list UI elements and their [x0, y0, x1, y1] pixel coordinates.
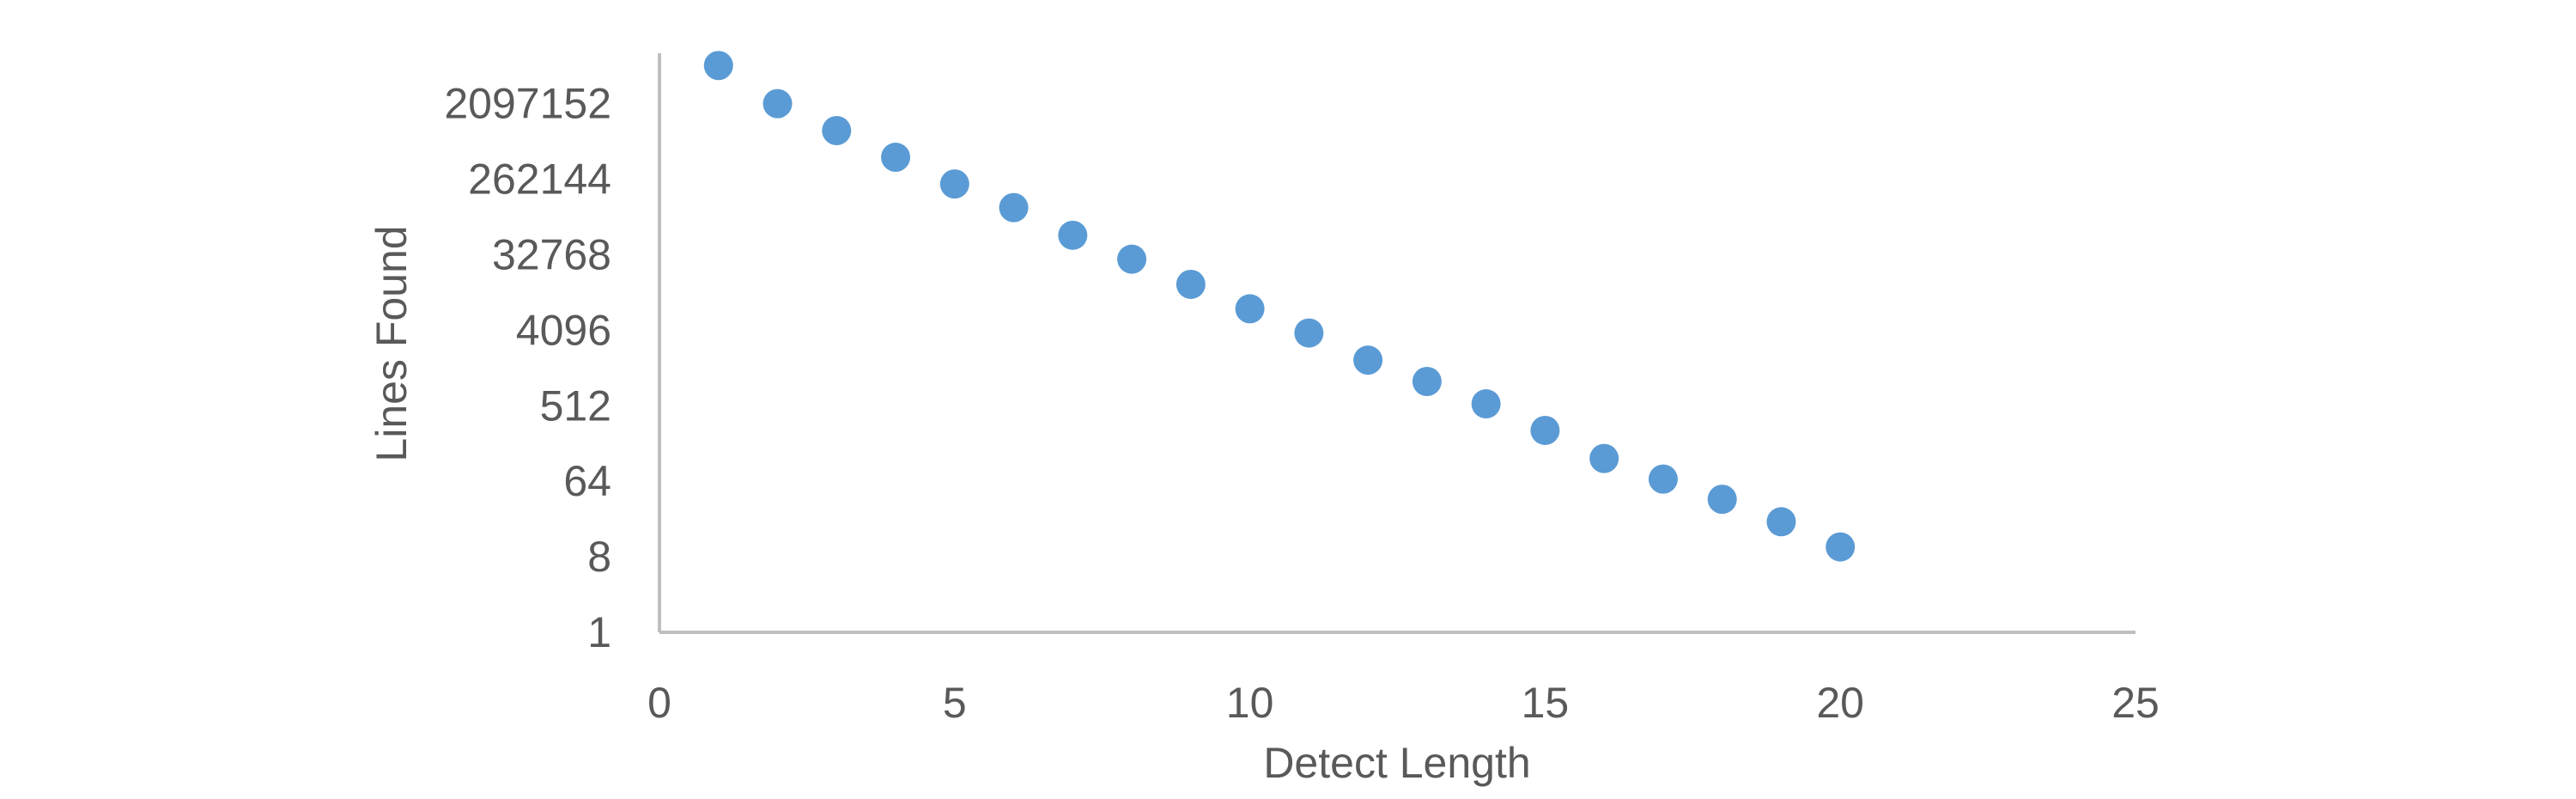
data-point — [762, 88, 793, 119]
data-point — [1530, 415, 1560, 445]
data-point — [1294, 318, 1324, 348]
x-tick-label: 0 — [647, 679, 671, 727]
data-point — [703, 51, 733, 81]
x-tick-label: 15 — [1522, 679, 1570, 727]
data-point — [1058, 220, 1088, 250]
data-point — [1589, 443, 1619, 473]
data-point — [939, 169, 969, 199]
data-point — [1176, 269, 1206, 299]
data-point — [1707, 485, 1737, 515]
data-point — [1766, 507, 1796, 537]
y-tick-label: 64 — [563, 457, 611, 505]
x-tick-label: 25 — [2111, 679, 2160, 727]
x-tick-label: 5 — [943, 679, 967, 727]
y-tick-label: 8 — [587, 533, 611, 581]
y-tick-label: 1 — [587, 608, 611, 656]
data-point — [1471, 389, 1501, 419]
y-tick-label: 262144 — [468, 156, 611, 204]
data-point — [822, 116, 852, 146]
data-point — [1353, 345, 1383, 375]
x-tick-label: 20 — [1816, 679, 1864, 727]
y-tick-label: 4096 — [516, 306, 611, 354]
y-tick-label: 2097152 — [444, 80, 611, 128]
y-axis-title: Lines Found — [368, 225, 416, 461]
x-axis: 0 5 10 15 20 25 — [647, 631, 2160, 727]
data-point — [1826, 532, 1856, 562]
y-tick-label: 512 — [540, 381, 611, 430]
data-point — [1412, 367, 1442, 397]
data-points — [703, 51, 1856, 562]
x-tick-label: 10 — [1226, 679, 1274, 727]
y-tick-label: 32768 — [492, 231, 611, 279]
data-point — [881, 143, 911, 173]
x-axis-title: Detect Length — [1263, 739, 1530, 787]
data-point — [1117, 244, 1147, 274]
y-axis: 1 8 64 512 4096 32768 262144 2097152 — [444, 53, 661, 656]
data-point — [999, 192, 1029, 223]
data-point — [1235, 294, 1265, 324]
data-point — [1648, 464, 1678, 494]
